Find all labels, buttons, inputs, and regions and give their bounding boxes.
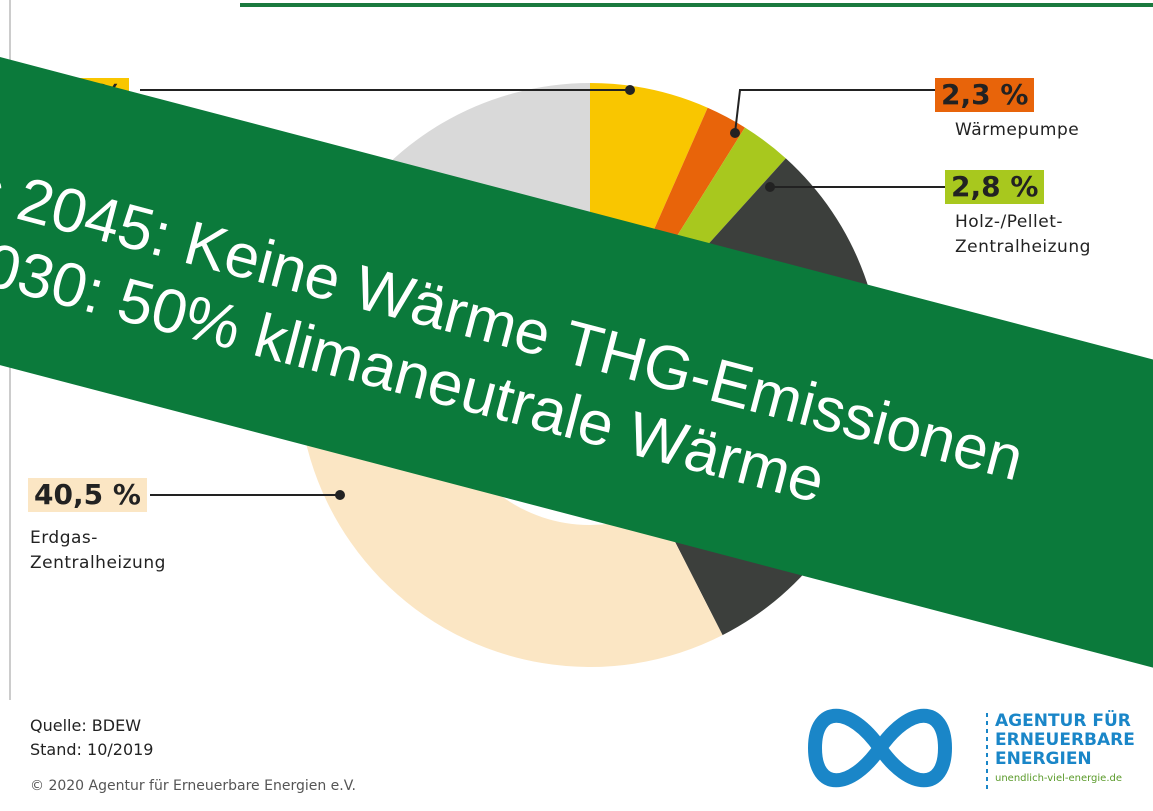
infinity xyxy=(807,708,953,788)
leader-dot xyxy=(730,128,740,138)
leader-dot xyxy=(335,490,345,500)
slice xyxy=(650,107,745,248)
category-label: Wärmepumpe xyxy=(955,120,1080,140)
category-label: Holz-/Pellet- Zentralheizung xyxy=(955,212,1091,257)
logo-line: ENERGIEN xyxy=(995,749,1092,769)
value-label: 2,8 % xyxy=(945,170,1045,204)
banner: bis 2045: Keine Wärme THG-Emissionen bis… xyxy=(0,6,1153,701)
value-label: 2,3 % xyxy=(935,78,1035,112)
value-label: 40,5 % xyxy=(28,478,147,512)
logo-mark xyxy=(807,708,953,788)
slice xyxy=(669,127,786,264)
source: Quelle: BDEW xyxy=(30,716,142,735)
leader-dot xyxy=(625,85,635,95)
category-label: Erdgas- Zentralheizung xyxy=(30,528,166,573)
leader-dot xyxy=(765,182,775,192)
logo-text: AGENTUR FÜR ERNEUERBARE ENERGIEN unendli… xyxy=(995,712,1135,788)
logo-line: AGENTUR FÜR xyxy=(995,711,1131,731)
logo-url: unendlich-viel-energie.de xyxy=(995,773,1123,784)
copyright: © 2020 Agentur für Erneuerbare Energien … xyxy=(30,778,356,794)
banner-band xyxy=(0,6,1153,701)
date: Stand: 10/2019 xyxy=(30,740,154,759)
leader-line xyxy=(734,89,935,134)
logo-line: ERNEUERBARE xyxy=(995,730,1135,750)
slice xyxy=(590,83,708,238)
